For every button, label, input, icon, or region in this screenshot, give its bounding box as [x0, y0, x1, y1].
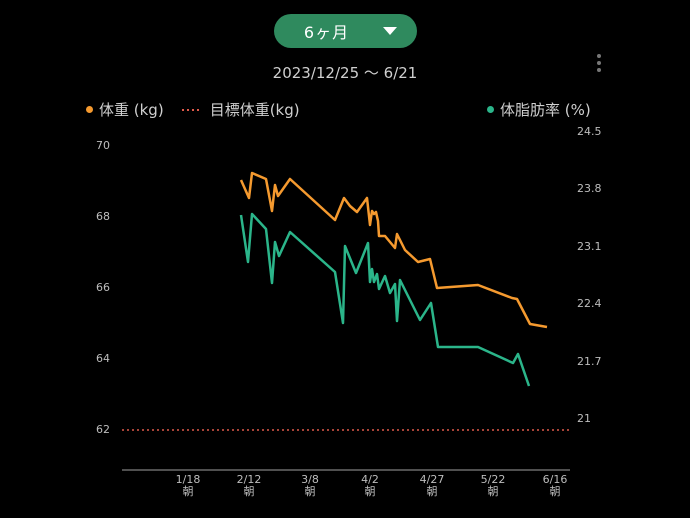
legend-left: 体重 (kg) 目標体重(kg) [86, 99, 300, 120]
weight-legend-dot-icon [86, 106, 93, 113]
x-tick: 3/8 朝 [301, 473, 319, 498]
left-tick: 62 [96, 423, 110, 436]
left-tick: 64 [96, 352, 110, 365]
right-tick: 21.7 [577, 355, 602, 368]
right-tick: 23.8 [577, 182, 602, 195]
body-fat-series-line [239, 212, 531, 387]
right-tick: 21 [577, 412, 591, 425]
x-tick: 4/27 朝 [419, 473, 445, 498]
left-tick: 68 [96, 210, 110, 223]
x-tick: 6/16 朝 [542, 473, 568, 498]
more-vertical-icon[interactable] [592, 54, 606, 76]
left-tick: 70 [96, 139, 110, 152]
left-tick: 66 [96, 281, 110, 294]
x-tick: 2/12 朝 [236, 473, 262, 498]
weight-series-line [239, 171, 548, 329]
target-legend-dotted-line-icon [181, 108, 202, 111]
legend-weight-label: 体重 (kg) [99, 101, 164, 119]
legend-right: 体脂肪率 (%) [487, 99, 591, 120]
right-tick: 23.1 [577, 240, 602, 253]
right-tick: 22.4 [577, 297, 602, 310]
x-tick: 1/18 朝 [175, 473, 201, 498]
period-selector-button[interactable]: 6ヶ月 [274, 14, 417, 48]
legend-target-label: 目標体重(kg) [209, 101, 300, 119]
body-fat-legend-dot-icon [487, 106, 494, 113]
caret-down-icon [383, 27, 398, 35]
legend-body-fat-label: 体脂肪率 (%) [500, 101, 591, 119]
period-label: 6ヶ月 [303, 23, 350, 42]
right-tick: 24.5 [577, 125, 602, 138]
x-tick: 4/2 朝 [361, 473, 379, 498]
date-range: 2023/12/25 ～ 6/21 [272, 64, 418, 82]
x-tick: 5/22 朝 [480, 473, 506, 498]
